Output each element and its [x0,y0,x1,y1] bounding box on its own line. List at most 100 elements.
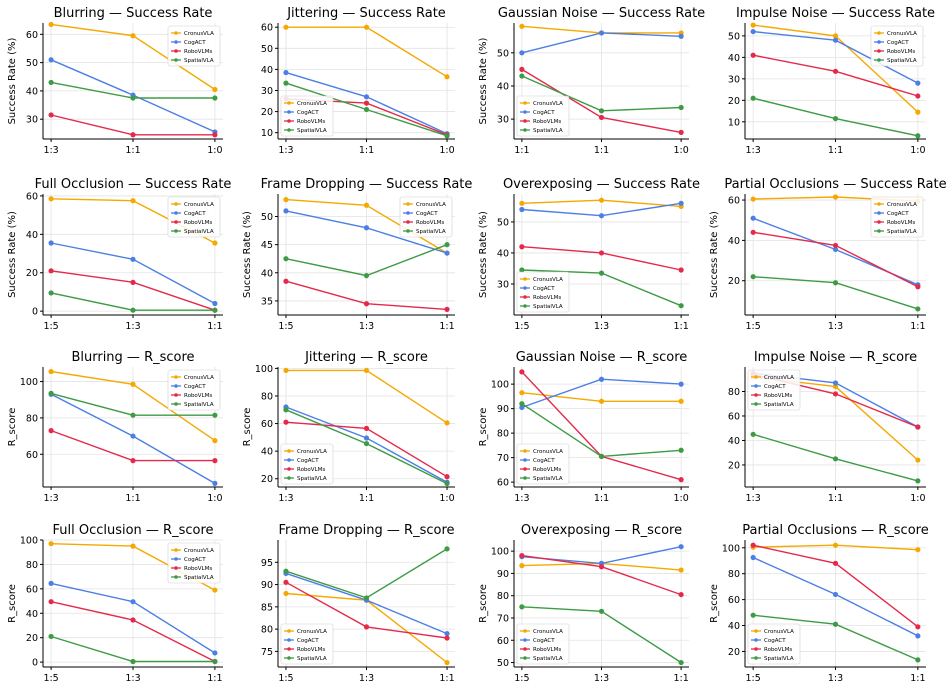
legend-label: CronusVLA [533,277,563,283]
y-tick-label: 40 [728,436,740,447]
x-tick-label: 1:1 [359,145,374,156]
y-axis-label: Success Rate (%) [478,211,489,298]
chart-title: Blurring — R_score [71,350,194,365]
data-point-cogact [519,50,525,56]
data-point-cogact [363,225,370,231]
data-point-spatialvla [832,621,839,627]
legend-box [870,25,924,67]
chart-legend: CronusVLA CogACT RoboVLMs SpatialVLA [280,623,334,665]
data-point-robovlms [750,52,756,58]
legend-label: SpatialVLA [533,128,563,134]
data-point-cogact [130,433,136,439]
data-point-cogact [750,28,756,35]
data-point-cogact [832,37,839,43]
legend-marker-cronusvla [406,202,410,206]
chart-title: Jittering — R_score [304,350,428,365]
y-tick-label: 80 [497,429,509,440]
legend-box [516,443,570,485]
y-tick-label: 60 [26,30,38,41]
legend-label: CronusVLA [416,202,446,208]
legend-marker-cogact [754,638,758,642]
y-tick-label: 30 [26,115,38,126]
legend-marker-robovlms [174,49,178,53]
x-tick-label: 1:3 [745,493,760,504]
y-tick-label: 20 [728,647,740,658]
data-point-spatialvla [915,478,921,484]
legend-marker-robovlms [174,566,178,570]
data-point-robovlms [48,268,54,274]
data-point-spatialvla [48,290,54,296]
data-point-spatialvla [48,79,54,86]
y-axis-label: Success Rate (%) [478,37,489,124]
data-point-robovlms [598,564,605,570]
legend-marker-cogact [406,211,410,215]
chart-title: Full Occlusion — R_score [52,523,213,538]
data-point-spatialvla [283,407,289,413]
x-tick-label: 1:1 [125,493,140,504]
data-point-cronusvla [363,24,370,30]
chart-legend: CronusVLA CogACT RoboVLMs SpatialVLA [870,196,924,238]
x-tick-label: 1:5 [43,673,58,684]
y-tick-label: 60 [26,584,38,595]
data-point-cogact [130,256,136,262]
data-point-cronusvla [519,563,525,569]
x-tick-label: 1:1 [910,673,925,684]
data-point-cronusvla [519,23,525,29]
legend-marker-cogact [877,211,881,215]
y-tick-label: 40 [26,86,38,97]
data-point-spatialvla [678,104,684,111]
y-tick-label: 20 [26,633,38,644]
y-tick-label: 85 [261,602,273,613]
legend-label: RoboVLMs [887,49,915,55]
data-point-spatialvla [444,546,450,552]
data-point-cogact [915,80,921,86]
legend-marker-cogact [523,458,527,462]
legend-label: CronusVLA [887,31,917,37]
data-point-spatialvla [48,390,54,396]
data-point-cogact [519,206,525,213]
legend-marker-robovlms [174,220,178,224]
y-tick-label: 35 [261,296,273,307]
data-point-spatialvla [519,73,525,79]
y-tick-label: 50 [261,44,273,55]
data-point-cronusvla [832,542,839,548]
data-point-robovlms [130,458,136,464]
chart-legend: CronusVLA CogACT RoboVLMs SpatialVLA [167,369,221,411]
y-tick-label: 100 [20,377,38,388]
y-tick-label: 20 [261,474,273,485]
legend-marker-cronusvla [174,375,178,379]
y-axis-label: R_score [478,408,489,447]
chart-title: Gaussian Noise — R_score [516,350,688,365]
data-point-spatialvla [363,440,370,447]
legend-box [399,196,453,238]
x-tick-label: 1:1 [594,493,609,504]
y-tick-label: 60 [728,411,740,422]
data-point-cronusvla [48,368,54,375]
data-point-cronusvla [130,198,136,204]
legend-marker-robovlms [406,220,410,224]
x-tick-label: 1:1 [207,321,222,332]
y-tick-label: 50 [261,212,273,223]
chart-panel: Overexposing — Success Rate 30 40 50 1:5 1:3 1… [478,177,700,332]
legend-label: RoboVLMs [533,295,561,301]
data-point-robovlms [598,114,605,121]
x-tick-label: 1:1 [828,145,843,156]
legend-marker-spatialvla [287,128,291,132]
chart-panel: Jittering — Success Rate 10 20 30 40 50 60 1:3 1… [261,6,455,156]
y-tick-label: 50 [497,658,509,669]
x-tick-label: 1:3 [828,673,843,684]
x-tick-label: 1:5 [278,321,293,332]
legend-label: CronusVLA [184,548,214,554]
data-point-robovlms [832,391,839,397]
legend-label: RoboVLMs [297,467,325,473]
y-tick-label: 40 [497,248,509,259]
legend-label: SpatialVLA [764,656,794,662]
data-point-cronusvla [444,420,450,426]
legend-marker-cronusvla [877,31,881,35]
data-point-robovlms [832,68,839,74]
y-tick-label: 100 [491,547,509,558]
x-tick-label: 1:1 [439,673,454,684]
data-point-spatialvla [598,108,605,114]
chart-title: Blurring — Success Rate [54,6,213,21]
legend-marker-robovlms [287,467,291,471]
